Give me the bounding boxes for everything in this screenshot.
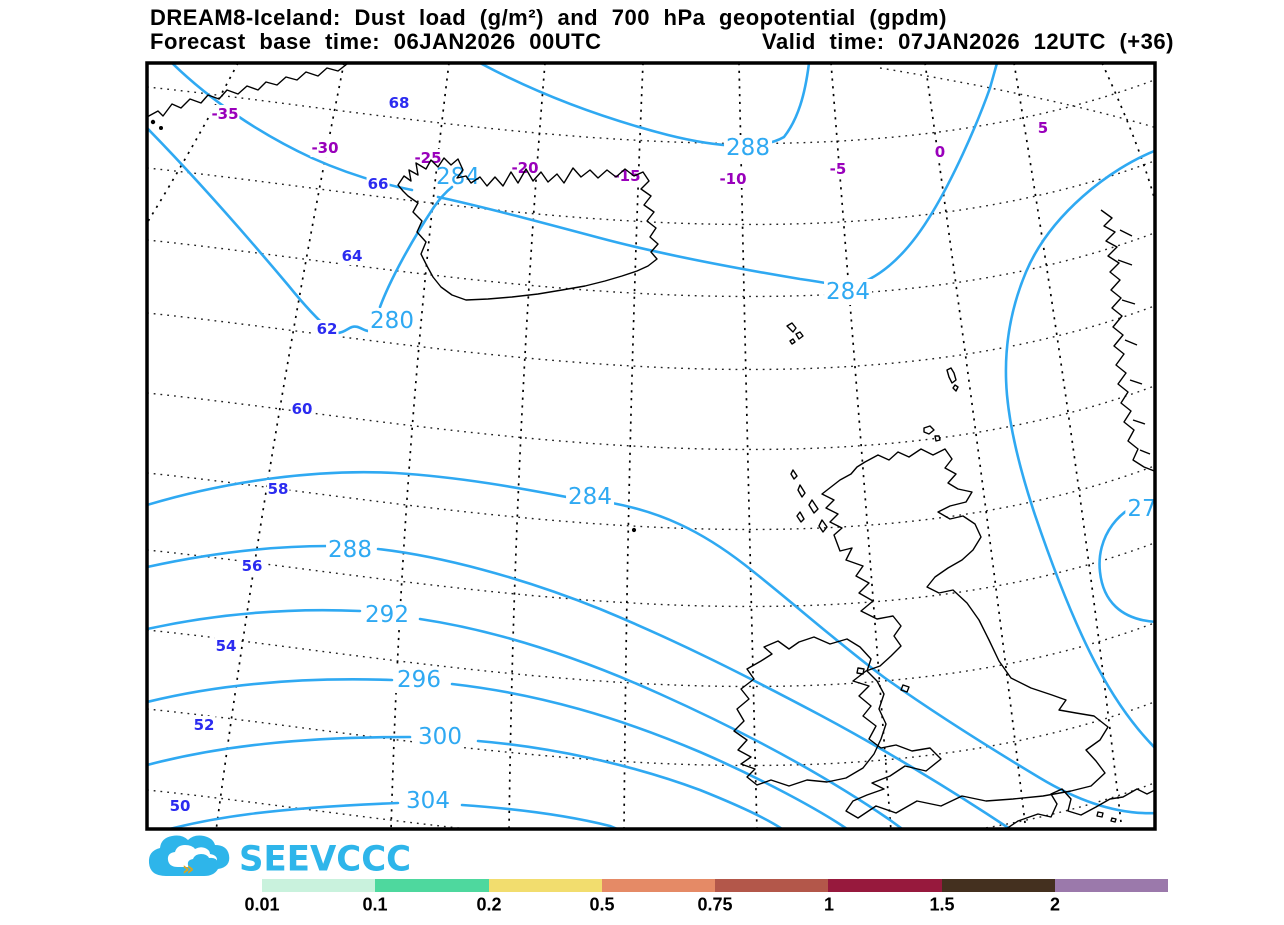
contour-280-west bbox=[148, 127, 370, 335]
colorbar-tick-label: 2 bbox=[1049, 894, 1061, 915]
colorbar-segment bbox=[488, 879, 602, 892]
contour-value-label: 304 bbox=[404, 788, 452, 814]
ireland-coast bbox=[733, 636, 887, 787]
longitude-label: -15 bbox=[612, 167, 642, 185]
contour-value-label: 288 bbox=[326, 537, 374, 563]
coastlines bbox=[148, 64, 1155, 829]
latitude-label: 68 bbox=[387, 94, 411, 112]
contour-284-main-south bbox=[436, 64, 999, 289]
colorbar-tick-label: 0.75 bbox=[697, 894, 733, 915]
seevccc-cloud-icon: » bbox=[148, 835, 230, 880]
colorbar-segment bbox=[601, 879, 715, 892]
colorbar-segment bbox=[941, 879, 1055, 892]
colorbar-segment bbox=[828, 879, 942, 892]
rockall-islet bbox=[631, 527, 637, 533]
iceland-coast bbox=[397, 157, 659, 301]
longitude-label: -25 bbox=[413, 149, 443, 167]
svg-text:»: » bbox=[182, 858, 194, 880]
contour-value-label: 288 bbox=[724, 135, 772, 161]
geopotential-contours bbox=[148, 64, 1155, 829]
france-coast bbox=[1004, 788, 1155, 829]
contour-284-south bbox=[148, 470, 1155, 815]
colorbar-tick-label: 0.2 bbox=[476, 894, 502, 915]
contour-value-label: 280 bbox=[368, 308, 416, 334]
great-britain-coast bbox=[821, 448, 1109, 819]
colorbar-tick-label: 0.1 bbox=[362, 894, 388, 915]
colorbar-segment bbox=[715, 879, 829, 892]
dust-load-colorbar bbox=[262, 879, 1168, 892]
contour-288-south bbox=[148, 544, 1013, 829]
contour-288-north bbox=[479, 64, 811, 148]
latitude-label: 54 bbox=[214, 637, 238, 655]
greenland-coast bbox=[148, 64, 351, 118]
contour-value-label: 27 bbox=[1125, 496, 1159, 522]
shetland-islands bbox=[946, 367, 959, 392]
latitude-label: 58 bbox=[266, 480, 290, 498]
contour-280-east bbox=[1004, 149, 1155, 750]
longitude-label: -5 bbox=[828, 160, 848, 178]
valid-time: Valid time: 07JAN2026 12UTC (+36) bbox=[762, 29, 1174, 54]
contour-300 bbox=[148, 735, 785, 829]
isle-of-man bbox=[900, 684, 910, 693]
colorbar-segment bbox=[1054, 879, 1168, 892]
longitude-label: -20 bbox=[510, 159, 540, 177]
latitude-label: 60 bbox=[290, 400, 314, 418]
contour-280-west-branch bbox=[378, 185, 454, 309]
norway-fjords bbox=[1117, 229, 1151, 455]
contour-value-label: 292 bbox=[363, 602, 411, 628]
norway-coast bbox=[1100, 209, 1155, 472]
contour-304 bbox=[164, 801, 621, 829]
faroe-islands bbox=[786, 322, 804, 345]
seevccc-logo-text: SEEVCCC bbox=[239, 838, 412, 880]
page-title: DREAM8-Iceland: Dust load (g/m²) and 700… bbox=[150, 5, 947, 30]
colorbar-tick-label: 0.01 bbox=[244, 894, 280, 915]
latitude-label: 62 bbox=[315, 320, 339, 338]
contour-296 bbox=[148, 678, 850, 829]
orkney-islands bbox=[923, 425, 941, 442]
longitude-label: 0 bbox=[933, 143, 947, 161]
longitude-label: -35 bbox=[210, 105, 240, 123]
colorbar-tick-label: 0.5 bbox=[589, 894, 615, 915]
graticule-meridians bbox=[148, 64, 1155, 829]
latitude-label: 52 bbox=[192, 716, 216, 734]
contour-value-label: 300 bbox=[416, 724, 464, 750]
channel-islands bbox=[1096, 811, 1117, 823]
colorbar-tick-label: 1.5 bbox=[929, 894, 955, 915]
anglesey bbox=[856, 667, 865, 675]
forecast-base-time: Forecast base time: 06JAN2026 00UTC bbox=[150, 29, 602, 54]
latitude-label: 50 bbox=[168, 797, 192, 815]
longitude-label: -10 bbox=[718, 170, 748, 188]
latitude-label: 56 bbox=[240, 557, 264, 575]
contour-value-label: 284 bbox=[566, 484, 614, 510]
contour-292 bbox=[148, 608, 905, 829]
longitude-label: 5 bbox=[1036, 119, 1050, 137]
latitude-label: 66 bbox=[366, 175, 390, 193]
colorbar-segment bbox=[375, 879, 489, 892]
colorbar-tick-label: 1 bbox=[823, 894, 835, 915]
contour-value-label: 296 bbox=[395, 667, 443, 693]
longitude-label: -30 bbox=[310, 139, 340, 157]
latitude-label: 64 bbox=[340, 247, 364, 265]
contour-value-label: 284 bbox=[824, 279, 872, 305]
map-frame bbox=[145, 61, 1157, 831]
colorbar-segment bbox=[262, 879, 376, 892]
hebrides-islands bbox=[790, 469, 828, 533]
